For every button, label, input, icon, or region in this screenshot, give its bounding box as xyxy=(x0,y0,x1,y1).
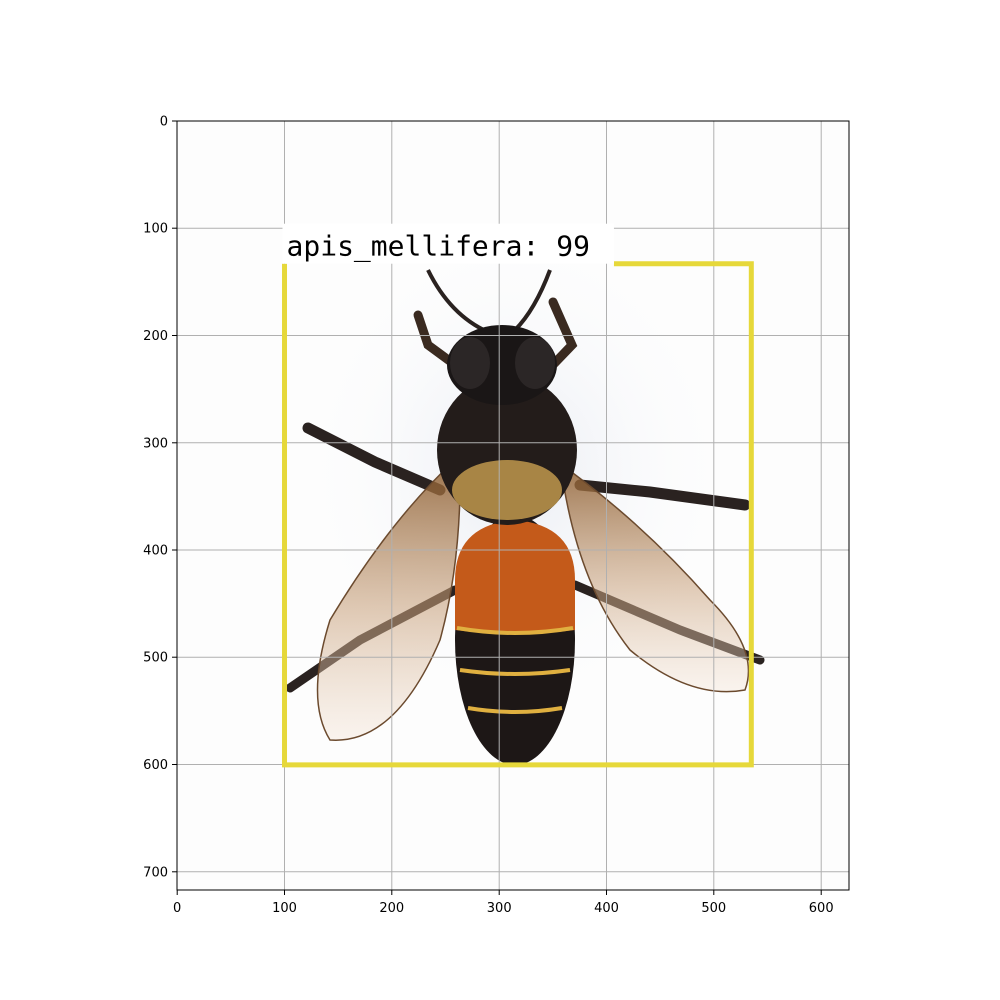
x-tick-label: 0 xyxy=(173,901,181,916)
honeybee-icon xyxy=(285,210,765,765)
x-axis: 0 100 200 300 400 500 600 xyxy=(173,890,834,916)
x-tick-label: 200 xyxy=(379,901,404,916)
y-tick-label: 700 xyxy=(143,865,168,880)
axes-frame xyxy=(176,120,850,891)
y-axis: 0 100 200 300 400 500 600 700 xyxy=(143,115,177,880)
detection-box xyxy=(282,261,754,768)
x-tick-label: 600 xyxy=(809,901,834,916)
x-tick-label: 300 xyxy=(487,901,512,916)
x-tick-label: 400 xyxy=(594,901,619,916)
y-tick-label: 200 xyxy=(143,329,168,344)
y-tick-label: 300 xyxy=(143,436,168,451)
y-tick-label: 600 xyxy=(143,758,168,773)
detection-label-background xyxy=(282,223,614,264)
detection-label: apis_mellifera: 99 xyxy=(287,230,590,264)
y-tick-label: 500 xyxy=(143,651,168,666)
y-tick-label: 100 xyxy=(143,222,168,237)
y-tick-label: 0 xyxy=(160,115,168,130)
detection-overlay: apis_mellifera: 99 xyxy=(282,223,754,768)
x-tick-label: 500 xyxy=(701,901,726,916)
x-tick-label: 100 xyxy=(272,901,297,916)
y-tick-label: 400 xyxy=(143,544,168,559)
